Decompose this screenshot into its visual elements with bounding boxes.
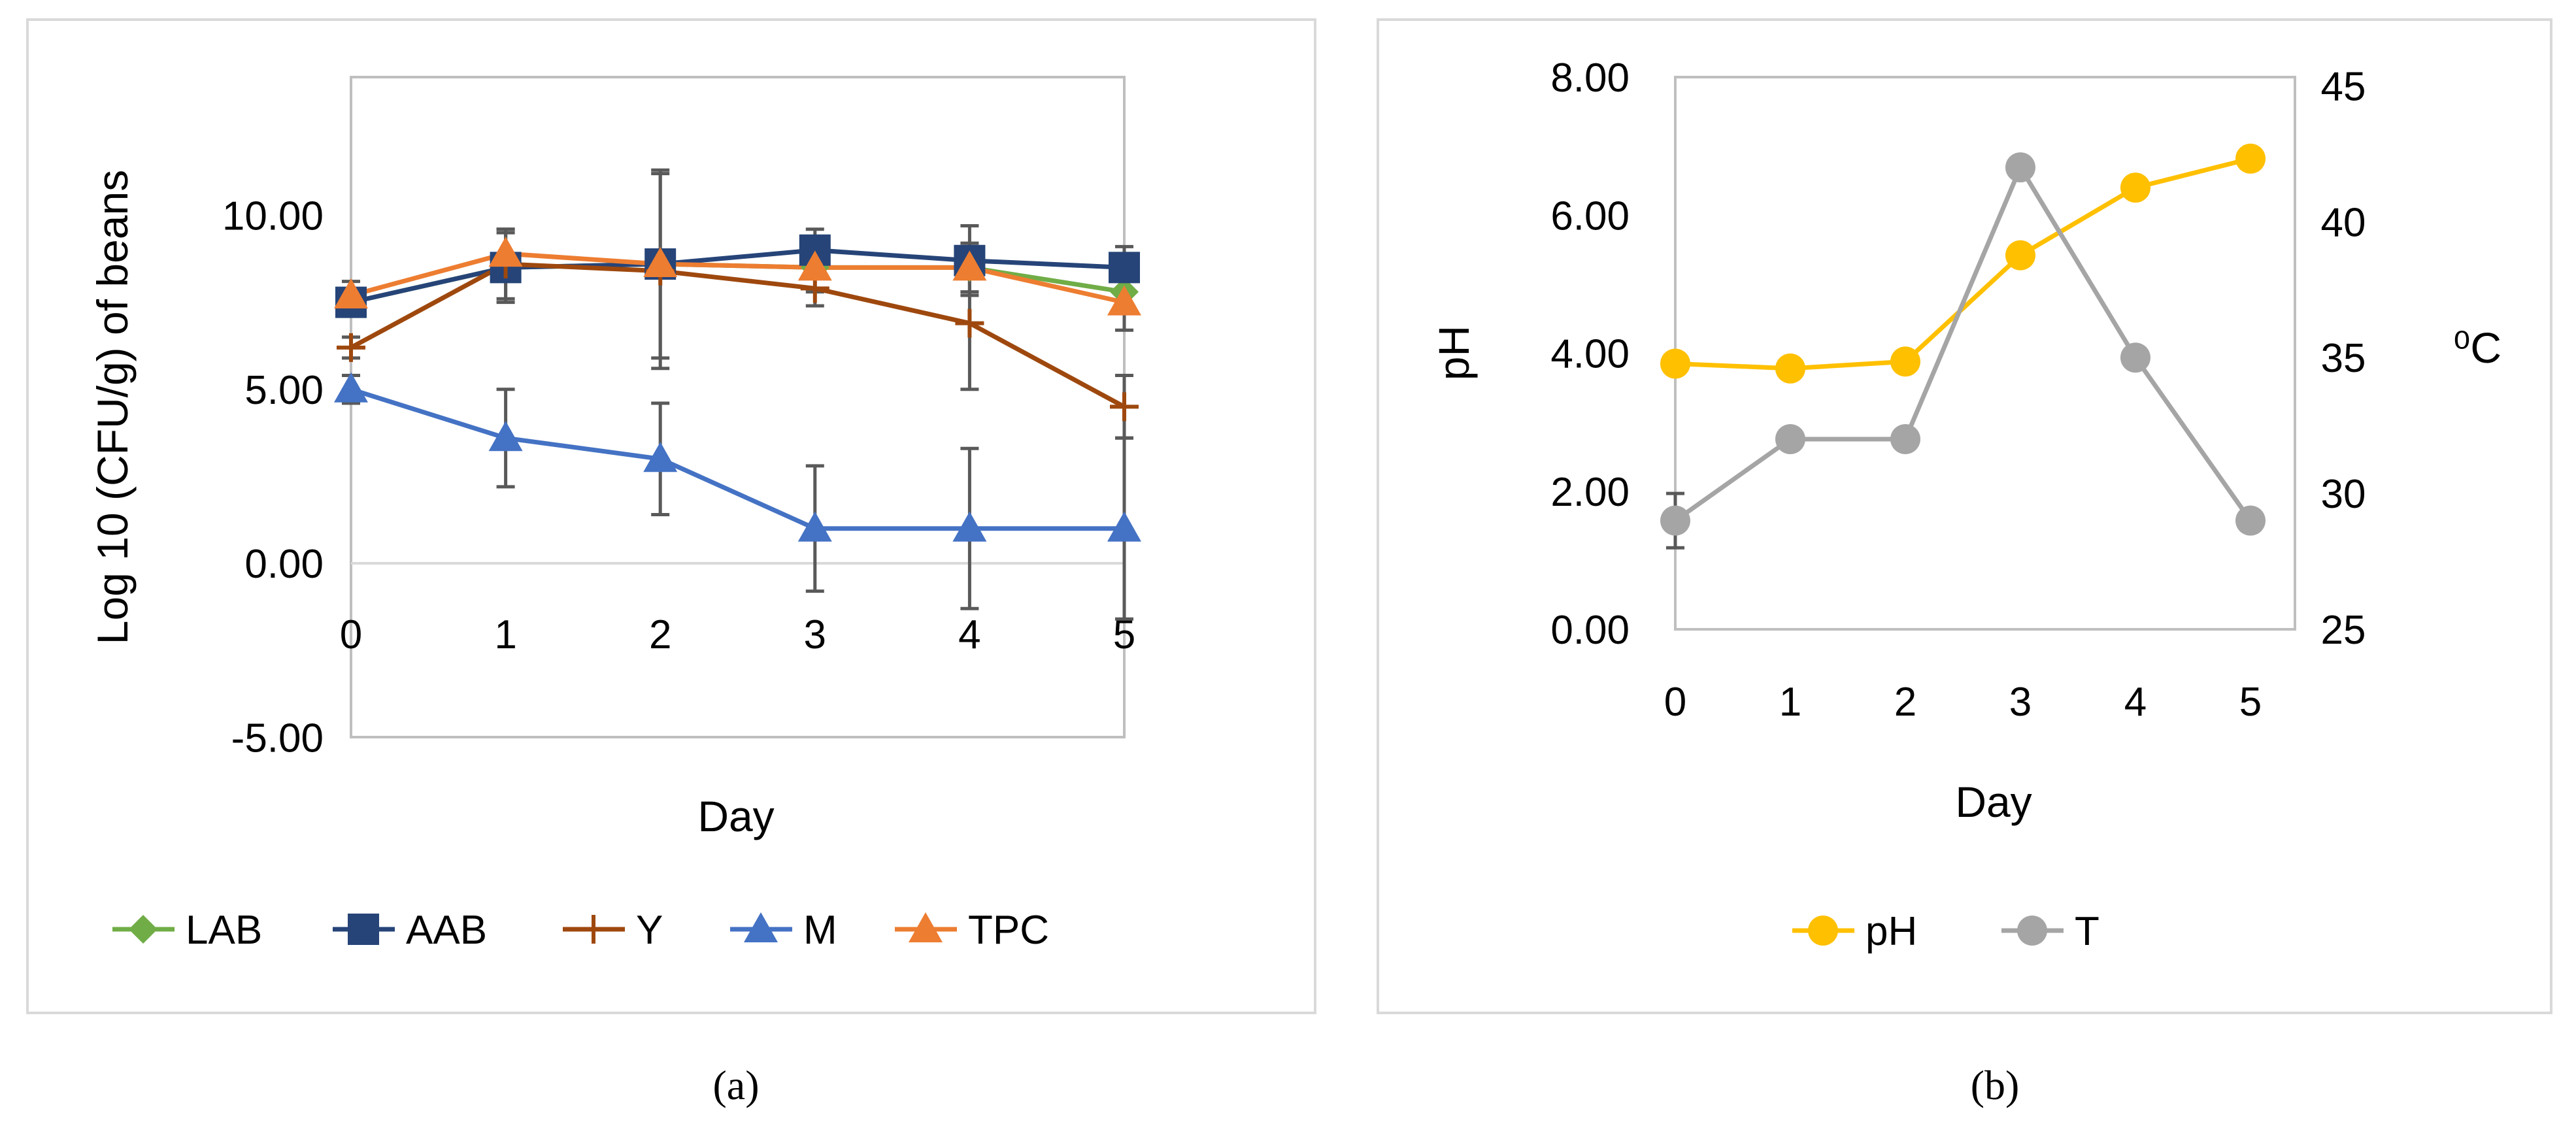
data-point-y [337,333,365,362]
data-point-ph [1660,348,1690,379]
legend-label-ph: pH [1865,909,1917,954]
x-tick-label: 4 [2124,680,2147,725]
data-point-t [2235,505,2266,536]
y2-axis-title-b: ⁰C [2453,323,2501,372]
y-tick-label: 6.00 [1550,193,1630,239]
series-line-t [1673,162,2252,523]
caption-a: (a) [712,1062,759,1108]
data-point-m [643,442,678,472]
y-tick-label: 0.00 [1550,608,1630,653]
legend-marker-y [579,915,608,944]
legend-label-y: Y [636,908,663,953]
y-tick-label: 4.00 [1550,332,1630,377]
y-axis-title-a: Log 10 (CFU/g) of beans [88,170,137,644]
legend-label-m: M [803,908,837,953]
legend-label-tpc: TPC [968,908,1049,953]
data-point-y [955,308,984,338]
series-line-aab [350,248,1125,305]
y-axis-title-b: pH [1430,325,1478,380]
y2-tick-label: 30 [2321,472,2366,517]
data-point-t [2005,152,2035,183]
legend-a: LAB AAB Y M TPC [112,908,1049,953]
y-tick-label: 8.00 [1550,56,1630,101]
legend-marker-t [2017,916,2047,946]
data-point-tpc [334,278,368,308]
x-axis-title-a: Day [697,792,774,840]
data-point-m [1107,511,1141,542]
y2-tick-label: 40 [2321,200,2366,245]
x-tick-label: 0 [1664,680,1686,725]
x-tick-label: 2 [1894,680,1916,725]
legend-marker-tpc [909,912,943,942]
data-point-t [1660,505,1690,536]
legend-b: pH T [1792,909,2099,954]
y2-tick-label: 45 [2321,64,2366,109]
data-point-tpc [643,247,678,278]
x-tick-label: 1 [1779,680,1801,725]
caption-b: (b) [1971,1062,2020,1108]
y2-tick-label: 35 [2321,336,2366,381]
legend-marker-lab [129,915,158,944]
y-tick-label: -5.00 [231,716,324,761]
data-point-t [2120,342,2150,373]
data-point-ph [1890,346,1920,377]
data-point-t [1775,423,1805,454]
data-point-m [488,421,523,452]
data-point-t [1890,423,1920,454]
data-point-aab [1109,252,1140,284]
series-line-tpc [350,251,1125,305]
legend-marker-aab [348,914,379,945]
x-tick-label: 4 [958,612,980,657]
x-tick-label: 3 [804,612,826,657]
x-tick-label: 3 [2009,680,2032,725]
data-point-ph [2120,173,2150,203]
data-point-m [334,372,368,403]
legend-label-lab: LAB [186,908,262,953]
data-point-tpc [797,250,832,281]
data-point-ph [1775,353,1805,384]
data-point-tpc [488,237,523,267]
panel-a-frame [26,18,1316,1014]
legend-marker-ph [1808,916,1838,946]
data-point-ph [2235,143,2266,174]
data-point-tpc [952,250,987,281]
series-line-m [350,387,1124,531]
data-point-m [797,511,832,542]
panel-b-frame [1377,18,2552,1014]
data-point-y [1110,392,1139,422]
series-line-y [350,261,1126,409]
legend-marker-m [744,912,778,942]
y-tick-label: 10.00 [222,194,324,239]
y-tick-label: 5.00 [244,368,324,413]
x-tick-label: 2 [649,612,671,657]
legend-label-aab: AAB [406,908,487,953]
x-tick-label: 5 [2239,680,2262,725]
y2-tick-label: 25 [2321,608,2366,653]
x-tick-label: 0 [340,612,362,657]
legend-label-t: T [2075,909,2099,954]
data-point-ph [2005,240,2035,271]
x-tick-label: 1 [494,612,516,657]
data-point-tpc [1107,285,1141,316]
x-axis-title-b: Day [1955,778,2032,826]
data-point-m [952,511,987,542]
y-tick-label: 2.00 [1550,470,1630,515]
y-tick-label: 0.00 [244,542,324,587]
